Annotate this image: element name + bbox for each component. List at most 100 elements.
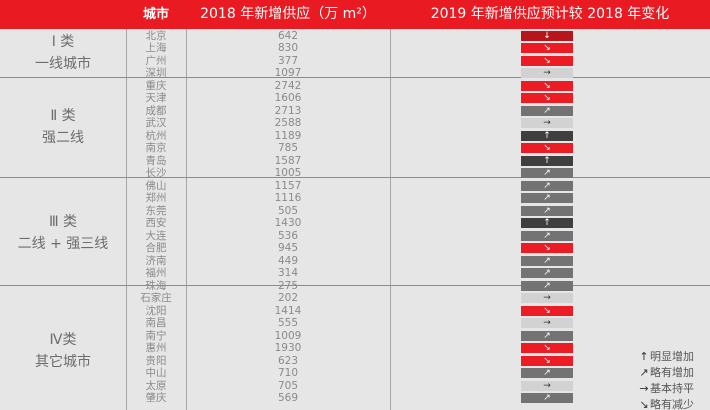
change-indicator: ↘ <box>521 143 573 153</box>
tier-name: Ⅲ 类 <box>48 214 78 230</box>
change-indicator: ↗ <box>521 205 573 216</box>
change-indicator: ↘ <box>521 305 573 316</box>
city-name: 郑州 <box>145 192 167 204</box>
arrow-icon: ↑ <box>639 350 649 363</box>
change-indicator: ↗ <box>521 193 573 203</box>
table-row: 南京 785 ↘ <box>126 143 710 153</box>
city-name: 北京 <box>145 29 167 42</box>
change-indicator: ↑ <box>521 155 573 166</box>
change-indicator: ↘ <box>521 93 573 103</box>
table-row: 武汉 2588 → <box>126 118 710 128</box>
change-indicator: ↑ <box>521 130 573 141</box>
supply-value: 1005 <box>274 167 302 179</box>
tier-1-label: Ⅰ 类 一线城市 <box>0 31 126 75</box>
table-row: 佛山 1157 ↗ <box>126 179 710 192</box>
supply-value: 569 <box>277 392 299 404</box>
change-indicator: ↗ <box>521 230 573 241</box>
table-row: 沈阳 1414 ↘ <box>126 304 710 317</box>
supply-value: 1606 <box>274 92 302 104</box>
supply-value: 2742 <box>274 79 302 92</box>
arrow-icon: ↗ <box>639 366 649 379</box>
table-row: 西安 1430 ↑ <box>126 218 710 228</box>
table-row: 珠海 275 ↗ <box>126 279 710 292</box>
change-indicator: ↘ <box>521 80 573 91</box>
tier-desc: 二线 + 强三线 <box>17 236 109 252</box>
change-indicator: ↘ <box>521 243 573 253</box>
table-row: 天津 1606 ↘ <box>126 93 710 103</box>
city-name: 重庆 <box>145 79 167 92</box>
table-row: 太原 705 → <box>126 380 710 391</box>
supply-value: 449 <box>277 254 299 267</box>
table-header: 城市 2018 年新增供应（万 m²） 2019 年新增供应预计较 2018 年… <box>0 0 710 29</box>
legend-label: 明显增加 <box>650 350 694 363</box>
table-row: 杭州 1189 ↑ <box>126 129 710 142</box>
change-indicator: → <box>521 68 573 78</box>
legend: ↑明显增加↗略有增加→基本持平↘略有减少↓明显减少 <box>638 349 710 410</box>
table-row: 济南 449 ↗ <box>126 254 710 267</box>
city-name: 佛山 <box>145 179 167 192</box>
supply-value: 642 <box>277 29 299 42</box>
supply-value: 314 <box>277 267 299 279</box>
table-row: 石家庄 202 → <box>126 293 710 303</box>
supply-value: 202 <box>277 292 299 304</box>
city-name: 南京 <box>145 142 167 154</box>
supply-value: 1189 <box>274 129 302 142</box>
supply-value: 536 <box>277 229 299 242</box>
city-name: 惠州 <box>145 342 167 354</box>
table-row: 重庆 2742 ↘ <box>126 79 710 92</box>
table-row: 深圳 1097 → <box>126 68 710 78</box>
legend-item: ↗略有增加 <box>638 365 710 381</box>
supply-value: 710 <box>277 367 299 379</box>
supply-value: 555 <box>277 317 299 329</box>
header-supply-2018: 2018 年新增供应（万 m²） <box>200 6 376 22</box>
tier-divider <box>0 77 710 78</box>
city-name: 大连 <box>145 229 167 242</box>
city-name: 福州 <box>145 267 167 279</box>
supply-value: 2713 <box>274 104 302 117</box>
change-indicator: ↗ <box>521 180 573 191</box>
change-indicator: → <box>521 118 573 128</box>
change-indicator: ↑ <box>521 218 573 228</box>
city-name: 天津 <box>145 92 167 104</box>
change-indicator: ↘ <box>521 55 573 66</box>
city-name: 武汉 <box>145 117 167 129</box>
change-indicator: → <box>521 380 573 391</box>
city-name: 合肥 <box>145 242 167 254</box>
tier-2-label: Ⅱ 类 强二线 <box>0 105 126 149</box>
city-name: 肇庆 <box>145 392 167 404</box>
supply-value: 275 <box>277 279 299 292</box>
table-row: 肇庆 569 ↗ <box>126 393 710 403</box>
supply-value: 2588 <box>274 117 302 129</box>
city-name: 沈阳 <box>145 304 167 317</box>
tier-name: Ⅰ 类 <box>51 34 75 50</box>
change-indicator: ↗ <box>521 368 573 378</box>
supply-value: 505 <box>277 204 299 217</box>
city-name: 东莞 <box>145 204 167 217</box>
city-name: 石家庄 <box>140 292 172 304</box>
table-row: 北京 642 ↓ <box>126 29 710 42</box>
table-row: 福州 314 ↗ <box>126 268 710 278</box>
city-name: 珠海 <box>145 279 167 292</box>
table-row: 上海 830 ↘ <box>126 43 710 53</box>
city-name: 青岛 <box>145 154 167 167</box>
supply-value: 377 <box>277 54 299 67</box>
table-row: 长沙 1005 ↗ <box>126 168 710 178</box>
change-indicator: ↗ <box>521 168 573 178</box>
supply-value: 1097 <box>274 67 302 79</box>
tier-name: Ⅳ类 <box>49 332 77 348</box>
city-name: 南宁 <box>145 329 167 342</box>
column-divider <box>186 29 187 410</box>
city-name: 南昌 <box>145 317 167 329</box>
city-name: 广州 <box>145 54 167 67</box>
change-indicator: ↗ <box>521 393 573 403</box>
supply-value: 1116 <box>274 192 302 204</box>
tier-divider <box>0 177 710 178</box>
table-row: 东莞 505 ↗ <box>126 204 710 217</box>
tier-desc: 强二线 <box>42 130 84 146</box>
table-row: 贵阳 623 ↘ <box>126 355 710 366</box>
tier-desc: 其它城市 <box>35 354 91 370</box>
tier-name: Ⅱ 类 <box>50 108 76 124</box>
change-indicator: ↘ <box>521 355 573 366</box>
change-indicator: ↗ <box>521 268 573 278</box>
change-indicator: ↘ <box>521 43 573 53</box>
